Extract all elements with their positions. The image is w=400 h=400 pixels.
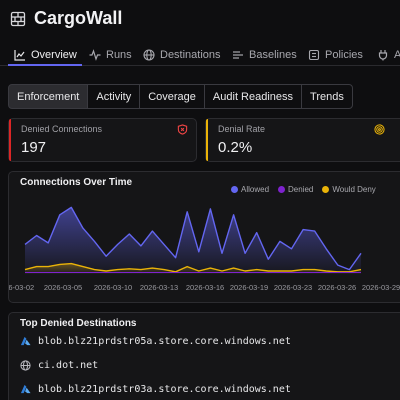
x-tick-label: 2026-03-05 [44, 283, 82, 292]
globe-icon [143, 49, 155, 61]
chart-line-icon [14, 50, 25, 61]
denial-rate-card: Denial Rate 0.2% [205, 118, 400, 162]
subtab-audit-readiness[interactable]: Audit Readiness [203, 84, 303, 109]
legend-item-denied[interactable]: Denied [278, 185, 313, 194]
app-title: CargoWall [34, 8, 123, 28]
subtab-activity[interactable]: Activity [87, 84, 141, 109]
azure-icon [20, 384, 31, 393]
main-tabs: Overview Runs Destinations Baselines Pol… [0, 40, 400, 66]
x-tick-label: 2026-03-10 [94, 283, 132, 292]
sub-tabs: Enforcement Activity Coverage Audit Read… [8, 84, 353, 109]
tab-label: Policies [325, 49, 363, 61]
legend-label: Denied [288, 185, 314, 194]
azure-icon [20, 336, 31, 345]
tab-label: Overview [31, 49, 77, 61]
subtab-coverage[interactable]: Coverage [139, 84, 205, 109]
tab-label: A [394, 49, 400, 61]
series-area-allowed [25, 207, 361, 274]
chart-legend: Allowed Denied Would Deny [231, 185, 385, 194]
destination-row[interactable]: ci.dot.net [20, 357, 98, 373]
destination-row[interactable]: blob.blz21prdstr03a.store.core.windows.n… [20, 381, 291, 397]
legend-item-allowed[interactable]: Allowed [231, 185, 269, 194]
brick-wall-icon [10, 11, 26, 27]
tab-runs[interactable]: Runs [89, 44, 132, 66]
card-accent [9, 119, 11, 161]
x-tick-label: 2026-03-16 [186, 283, 224, 292]
x-tick-label: 2026-03-26 [318, 283, 356, 292]
plug-icon [378, 50, 388, 61]
subtab-trends[interactable]: Trends [301, 84, 353, 109]
series-line-allowed [24, 206, 362, 271]
tab-integrations[interactable]: A [377, 44, 400, 66]
tab-overview[interactable]: Overview [14, 44, 77, 66]
denied-connections-card: Denied Connections 197 [8, 118, 197, 162]
tab-label: Runs [106, 49, 132, 61]
metric-value: 197 [21, 139, 47, 156]
tab-baselines[interactable]: Baselines [232, 44, 297, 66]
card-accent [206, 119, 208, 161]
destination-host: ci.dot.net [38, 359, 99, 371]
metric-label: Denial Rate [218, 124, 266, 134]
x-tick-label: 2026-03-02 [9, 283, 34, 292]
app-header: CargoWall [0, 0, 400, 40]
metric-value: 0.2% [218, 139, 253, 156]
legend-dot [322, 186, 330, 193]
chart-title: Connections Over Time [20, 177, 133, 188]
connections-chart[interactable]: 2026-03-02 2026-03-05 2026-03-10 2026-03-13… [9, 172, 400, 304]
x-tick-label: 2026-03-13 [140, 283, 178, 292]
x-tick-label: 2026-03-19 [230, 283, 268, 292]
shield-icon [308, 49, 320, 61]
globe-icon [20, 359, 31, 371]
list-icon [233, 51, 243, 59]
legend-dot [231, 186, 238, 193]
legend-label: Allowed [241, 185, 270, 194]
shield-x-icon [177, 124, 188, 135]
tab-destinations[interactable]: Destinations [143, 44, 221, 66]
tab-label: Destinations [160, 49, 221, 61]
destination-host: blob.blz21prdstr05a.store.core.windows.n… [38, 335, 291, 347]
top-denied-destinations-card: Top Denied Destinations blob.blz21prdstr… [8, 312, 400, 400]
section-title: Top Denied Destinations [20, 318, 137, 329]
series-line-would-deny [24, 262, 362, 273]
x-tick-label: 2026-03-29 [362, 283, 400, 292]
metric-label: Denied Connections [21, 124, 103, 134]
active-tab-indicator [8, 64, 82, 66]
activity-icon [89, 49, 101, 61]
x-tick-label: 2026-03-23 [274, 283, 312, 292]
connections-chart-card: Connections Over Time Allowed Denied Wou… [8, 171, 400, 303]
tab-policies[interactable]: Policies [308, 44, 363, 66]
legend-label: Would Deny [332, 185, 376, 194]
destination-row[interactable]: blob.blz21prdstr05a.store.core.windows.n… [20, 333, 291, 349]
legend-dot [278, 186, 286, 193]
target-icon [374, 124, 385, 135]
destination-host: blob.blz21prdstr03a.store.core.windows.n… [38, 383, 291, 395]
legend-item-would-deny[interactable]: Would Deny [322, 185, 376, 194]
subtab-enforcement[interactable]: Enforcement [8, 84, 89, 109]
tab-label: Baselines [249, 49, 297, 61]
